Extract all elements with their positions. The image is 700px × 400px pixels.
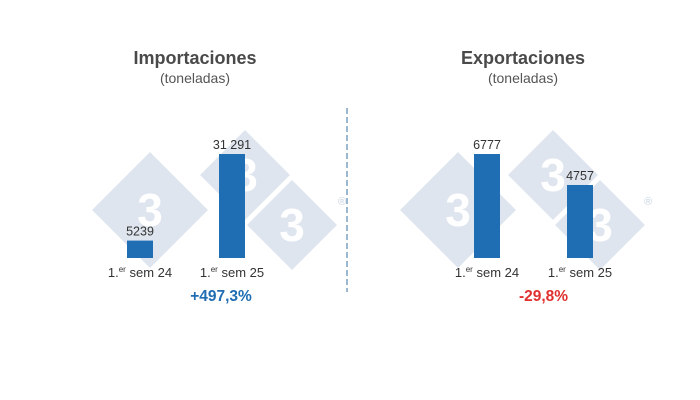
watermark-logo: 3 (247, 180, 337, 270)
bar (127, 240, 153, 258)
watermark-diamond (92, 152, 208, 268)
watermark-diamond (247, 180, 337, 270)
watermark-digit: 3 (279, 199, 305, 251)
change-label: -29,8% (519, 288, 568, 305)
registered-mark: ® (644, 196, 652, 208)
category-label: 1.er sem 24 (455, 265, 519, 280)
bar-value-label: 31 291 (213, 138, 251, 152)
watermark-digit: 3 (137, 184, 163, 236)
category-label: 1.er sem 24 (108, 265, 172, 280)
bar (474, 154, 500, 258)
exports-panel: Exportaciones (toneladas) 6777 1.er sem 24 4… (455, 48, 612, 305)
bar-value-label: 4757 (566, 169, 594, 183)
chart-title: Exportaciones (461, 48, 585, 68)
watermark-digit: 3 (445, 184, 471, 236)
chart-subtitle: (toneladas) (160, 70, 230, 86)
registered-mark: ® (338, 196, 346, 208)
watermark-digit: 3 (540, 149, 566, 201)
category-label: 1.er sem 25 (548, 265, 612, 280)
watermark-logo: 3 (92, 152, 208, 268)
bar (219, 154, 245, 258)
chart-subtitle: (toneladas) (488, 70, 558, 86)
change-label: +497,3% (190, 288, 252, 305)
bar (567, 184, 593, 258)
bar-value-label: 6777 (473, 138, 501, 152)
category-label: 1.er sem 25 (200, 265, 264, 280)
chart-title: Importaciones (133, 48, 256, 68)
imports-panel: Importaciones (toneladas) 5239 1.er sem 24 3… (108, 48, 264, 305)
bar-value-label: 5239 (126, 225, 154, 239)
